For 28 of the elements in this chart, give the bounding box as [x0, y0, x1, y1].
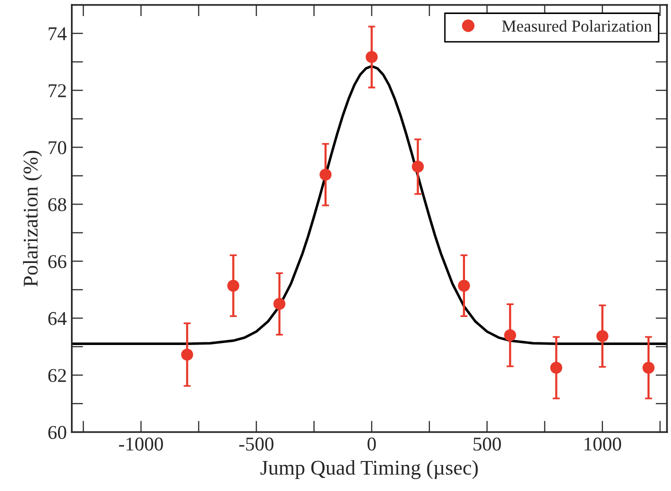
x-tick-label: 0	[368, 438, 376, 451]
point	[412, 160, 424, 173]
x-axis-title: Jump Quad Timing (µsec)	[260, 460, 478, 480]
point	[642, 362, 655, 374]
y-tick-label: 64	[48, 312, 67, 326]
x-tick-label: 1000	[584, 438, 622, 451]
point	[596, 330, 608, 342]
x-tick-label: -500	[239, 438, 274, 451]
point	[181, 348, 194, 361]
point	[458, 280, 470, 292]
point	[320, 168, 332, 181]
x-tick-label: -1000	[119, 438, 163, 451]
y-tick-label: 70	[48, 141, 66, 154]
y-tick-label: 74	[48, 27, 67, 40]
legend-label: Measured Polarization	[502, 20, 652, 32]
point	[366, 51, 378, 64]
point	[550, 362, 562, 374]
point	[273, 298, 286, 310]
x-tick-label: 500	[474, 438, 501, 451]
line-series	[72, 64, 667, 346]
y-tick-label: 68	[48, 198, 66, 212]
y-tick-label: 66	[48, 255, 66, 268]
y-tick-label: 60	[48, 426, 66, 440]
y-tick-label: 62	[48, 368, 66, 382]
y-tick-label: 72	[48, 84, 66, 98]
point	[227, 280, 240, 292]
y-axis-title: Polarization (%)	[23, 150, 42, 286]
point	[504, 329, 516, 342]
